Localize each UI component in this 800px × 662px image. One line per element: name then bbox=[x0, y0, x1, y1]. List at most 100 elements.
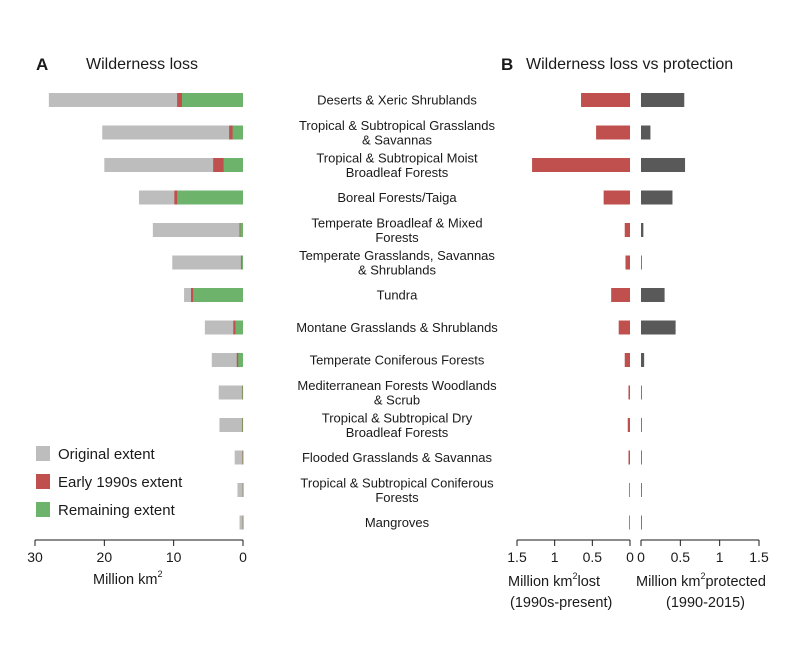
legend-swatch-early-1990s bbox=[36, 474, 50, 489]
biome-label-line: Tropical & Subtropical Dry bbox=[322, 410, 473, 425]
biome-label-line: Boreal Forests/Taiga bbox=[337, 190, 457, 205]
biome-labels: Deserts & Xeric Shrublands Tropical & Sub… bbox=[296, 93, 498, 531]
biome-label: Flooded Grasslands & Savannas bbox=[302, 450, 493, 465]
bar-lost bbox=[532, 158, 630, 172]
bar-lost bbox=[629, 483, 630, 497]
bar-protected bbox=[641, 190, 673, 205]
bar-lost bbox=[628, 385, 630, 400]
bar-lost bbox=[603, 190, 630, 205]
panel-b-right-axis-label: Million km2protected bbox=[636, 571, 766, 590]
biome-label: Montane Grasslands & Shrublands bbox=[296, 320, 498, 335]
legend-label-early-1990s: Early 1990s extent bbox=[58, 474, 183, 491]
legend-swatch-original bbox=[36, 446, 50, 461]
panel-b-x-axes: 1.5 1 0.5 0 0 0.5 1 1.5 bbox=[507, 539, 769, 565]
bar-protected bbox=[641, 158, 686, 172]
biome-label: Tropical & Subtropical Moist Broadleaf Fo… bbox=[316, 150, 478, 180]
bar-protected bbox=[641, 450, 642, 465]
bar-lost bbox=[624, 353, 630, 367]
bar-remaining bbox=[242, 515, 244, 530]
panel-a-letter: A bbox=[36, 55, 48, 74]
biome-label-line: & Scrub bbox=[374, 392, 420, 407]
biome-label-line: Tundra bbox=[377, 288, 418, 303]
panel-b-right-axis-sublabel: (1990-2015) bbox=[666, 595, 745, 611]
bar-lost bbox=[629, 515, 630, 530]
panel-b-left-tick-label: 0.5 bbox=[583, 549, 603, 565]
legend: Original extent Early 1990s extent Remai… bbox=[36, 446, 183, 519]
bar-original bbox=[102, 125, 244, 140]
biome-label-line: Mangroves bbox=[365, 515, 430, 530]
bar-original bbox=[234, 450, 243, 465]
bar-lost bbox=[625, 255, 630, 270]
biome-label-line: Flooded Grasslands & Savannas bbox=[302, 450, 493, 465]
biome-label-line: Temperate Broadleaf & Mixed bbox=[311, 215, 482, 230]
bar-original bbox=[152, 223, 243, 237]
bar-lost bbox=[611, 288, 630, 302]
bar-lost bbox=[627, 418, 630, 432]
bar-original bbox=[172, 255, 243, 270]
bar-remaining bbox=[242, 418, 244, 432]
bar-protected bbox=[641, 320, 676, 335]
bar-remaining bbox=[241, 255, 243, 270]
bar-protected bbox=[641, 353, 645, 367]
panel-a-title: Wilderness loss bbox=[86, 56, 198, 73]
biome-label-line: Montane Grasslands & Shrublands bbox=[296, 320, 498, 335]
bar-lost bbox=[628, 450, 630, 465]
biome-label: Tropical & Subtropical Dry Broadleaf Fore… bbox=[322, 410, 473, 440]
biome-label-line: Forests bbox=[375, 230, 419, 245]
biome-label: Temperate Grasslands, Savannas & Shrublan… bbox=[299, 248, 495, 278]
bar-protected bbox=[641, 483, 642, 497]
bar-original bbox=[219, 418, 243, 432]
biome-label-line: Deserts & Xeric Shrublands bbox=[317, 93, 477, 108]
bar-protected bbox=[641, 515, 642, 530]
panel-b-left-tick-label: 0 bbox=[626, 549, 634, 565]
biome-label-line: Forests bbox=[375, 490, 419, 505]
bar-lost bbox=[618, 320, 630, 335]
panel-b-title: Wilderness loss vs protection bbox=[526, 56, 733, 73]
bar-original bbox=[218, 385, 243, 400]
bar-remaining bbox=[177, 190, 243, 205]
panel-b-letter: B bbox=[501, 55, 513, 74]
bar-remaining bbox=[238, 353, 243, 367]
biome-label: Temperate Coniferous Forests bbox=[310, 353, 485, 368]
bar-protected bbox=[641, 223, 644, 237]
bar-remaining bbox=[223, 158, 243, 172]
biome-label: Temperate Broadleaf & Mixed Forests bbox=[311, 215, 482, 245]
biome-label-line: Tropical & Subtropical Coniferous bbox=[300, 475, 494, 490]
biome-label-line: Broadleaf Forests bbox=[346, 425, 449, 440]
bar-remaining bbox=[242, 450, 244, 465]
bar-remaining bbox=[242, 385, 244, 400]
panel-a-x-axis-label: Million km2 bbox=[93, 569, 162, 588]
biome-label-line: & Savannas bbox=[362, 132, 433, 147]
bar-original bbox=[211, 353, 243, 367]
bar-original bbox=[239, 515, 243, 530]
biome-label-line: Broadleaf Forests bbox=[346, 165, 449, 180]
biome-label-line: Tropical & Subtropical Grasslands bbox=[299, 118, 496, 133]
panel-b-left-tick-label: 1.5 bbox=[507, 549, 527, 565]
biome-label: Tundra bbox=[377, 288, 418, 303]
panel-a-x-axis: 30 20 10 0 bbox=[27, 539, 247, 565]
biome-label-line: & Shrublands bbox=[358, 262, 437, 277]
biome-label: Tropical & Subtropical Grasslands & Savan… bbox=[299, 118, 496, 148]
bar-protected bbox=[641, 93, 685, 107]
biome-label: Tropical & Subtropical Coniferous Forests bbox=[300, 475, 494, 505]
bar-remaining bbox=[181, 93, 243, 107]
biome-label: Deserts & Xeric Shrublands bbox=[317, 93, 477, 108]
biome-label: Boreal Forests/Taiga bbox=[337, 190, 457, 205]
bar-remaining bbox=[235, 320, 243, 335]
panel-a-bars bbox=[48, 93, 244, 530]
panel-b-right-tick-label: 0 bbox=[637, 549, 645, 565]
bar-lost bbox=[624, 223, 630, 237]
bar-protected bbox=[641, 255, 642, 270]
bar-protected bbox=[641, 418, 642, 432]
panel-b-right-tick-label: 1 bbox=[716, 549, 724, 565]
biome-label-line: Temperate Coniferous Forests bbox=[310, 353, 485, 368]
biome-label-line: Mediterranean Forests Woodlands bbox=[297, 378, 497, 393]
panel-b-left-axis-label: Million km2lost bbox=[508, 571, 600, 590]
panel-b-bars bbox=[532, 93, 686, 530]
bar-protected bbox=[641, 288, 665, 302]
legend-label-original: Original extent bbox=[58, 446, 156, 463]
panel-b-left-axis-sublabel: (1990s-present) bbox=[510, 595, 612, 611]
panel-b-right-tick-label: 1.5 bbox=[749, 549, 769, 565]
